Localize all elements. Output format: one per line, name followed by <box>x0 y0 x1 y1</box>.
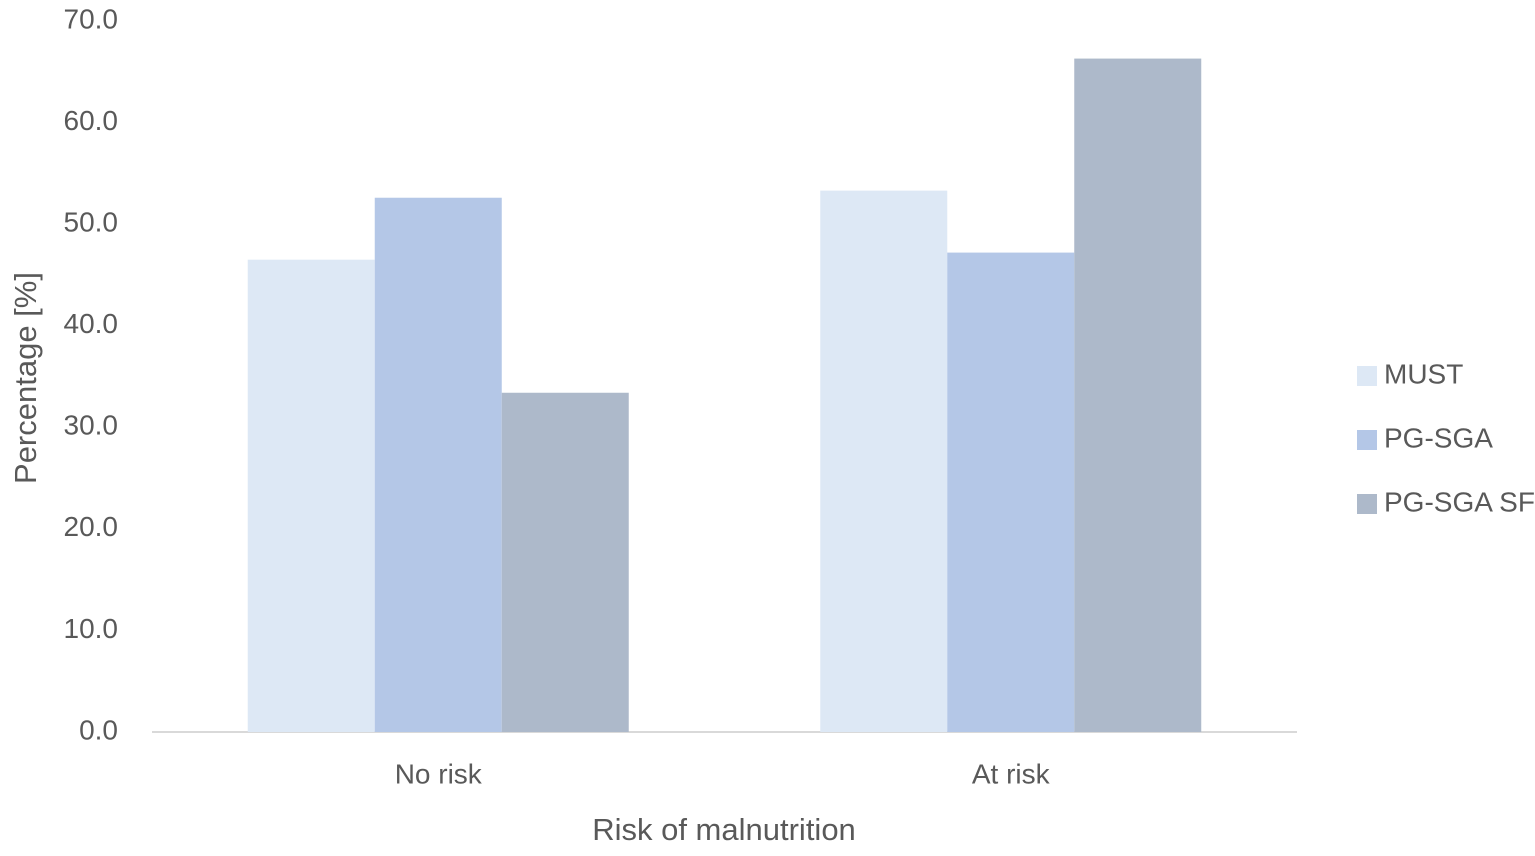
bar <box>947 252 1075 732</box>
y-tick-label: 20.0 <box>64 511 119 542</box>
x-tick-label: At risk <box>972 758 1051 789</box>
x-axis-title: Risk of malnutrition <box>592 812 856 847</box>
legend-label: PG-SGA SF <box>1384 486 1535 517</box>
legend-label: MUST <box>1384 358 1463 389</box>
legend-swatch <box>1357 430 1377 450</box>
y-tick-label: 0.0 <box>79 714 118 745</box>
y-axis-title: Percentage [%] <box>8 272 43 484</box>
bar <box>820 190 948 733</box>
y-tick-label: 40.0 <box>64 308 119 339</box>
y-tick-label: 30.0 <box>64 410 119 441</box>
y-tick-label: 70.0 <box>64 3 119 34</box>
legend-label: PG-SGA <box>1384 422 1493 453</box>
bar <box>374 197 502 733</box>
legend-swatch <box>1357 494 1377 514</box>
bar <box>247 259 375 732</box>
bar <box>501 392 629 732</box>
y-tick-label: 10.0 <box>64 613 119 644</box>
bar <box>1074 58 1202 733</box>
x-tick-label: No risk <box>395 758 483 789</box>
y-tick-label: 60.0 <box>64 105 119 136</box>
legend-swatch <box>1357 366 1377 386</box>
y-tick-label: 50.0 <box>64 207 119 238</box>
